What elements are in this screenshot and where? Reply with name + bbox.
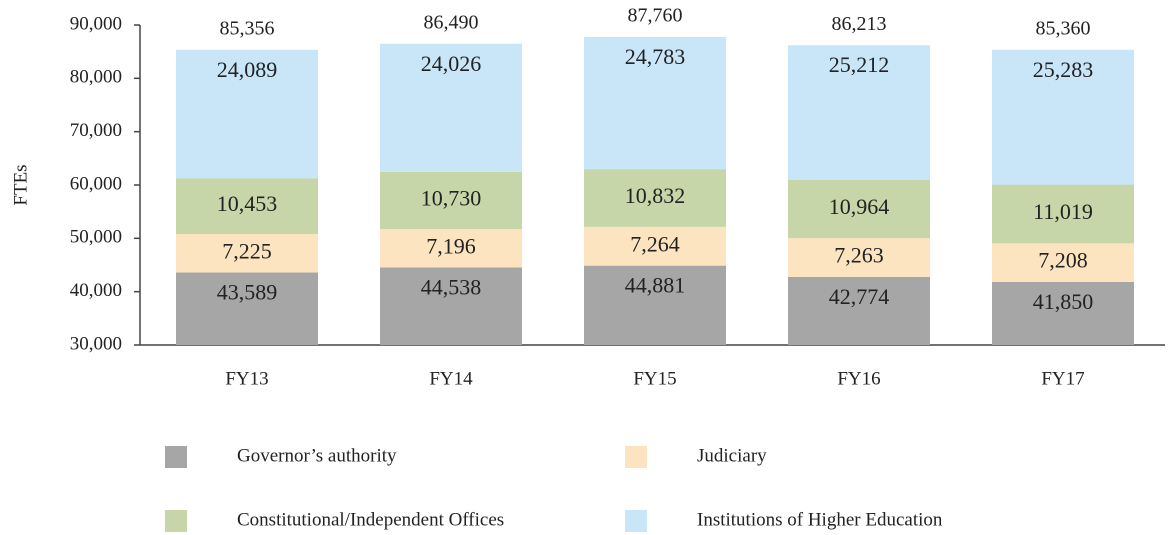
data-label: 24,089 [217, 57, 278, 82]
data-label: 43,589 [217, 280, 278, 305]
bar-segment [992, 49, 1134, 185]
total-label: 85,360 [1036, 17, 1091, 39]
bar-segment [380, 229, 522, 268]
data-label: 24,783 [625, 44, 686, 69]
data-label: 7,225 [222, 238, 272, 263]
y-tick-label: 30,000 [70, 333, 122, 354]
data-label: 7,264 [630, 231, 680, 256]
y-tick-label: 90,000 [70, 13, 122, 34]
bar-segment [176, 272, 318, 345]
bar-segment [788, 276, 930, 345]
bar-segment [584, 226, 726, 266]
x-tick-label: FY16 [837, 368, 880, 389]
bar-segment [380, 171, 522, 230]
data-label: 44,881 [625, 273, 686, 298]
y-tick-label: 50,000 [70, 227, 122, 248]
legend-label: Governor’s authority [237, 445, 397, 466]
x-tick-label: FY13 [225, 368, 268, 389]
bar-segment [992, 243, 1134, 282]
data-label: 24,026 [421, 51, 482, 76]
legend-swatch [165, 510, 187, 532]
legend-label: Institutions of Higher Education [697, 509, 943, 530]
data-label: 25,212 [829, 52, 890, 77]
bar-segment [788, 179, 930, 239]
total-label: 85,356 [220, 17, 275, 39]
bar-segment [176, 178, 318, 234]
data-label: 11,019 [1033, 199, 1093, 224]
y-tick-label: 70,000 [70, 120, 122, 141]
legend-label: Constitutional/Independent Offices [237, 509, 504, 530]
data-label: 25,283 [1033, 57, 1094, 82]
total-label: 87,760 [628, 5, 683, 27]
total-label: 86,490 [424, 11, 479, 33]
data-label: 7,196 [426, 233, 476, 258]
bar-segment [176, 49, 318, 179]
x-tick-label: FY17 [1041, 368, 1084, 389]
y-tick-label: 80,000 [70, 67, 122, 88]
x-tick-label: FY15 [633, 368, 676, 389]
legend-swatch [625, 446, 647, 468]
data-label: 7,263 [834, 243, 884, 268]
legend-swatch [165, 446, 187, 468]
data-label: 10,453 [217, 191, 278, 216]
bar-segment [380, 267, 522, 345]
y-tick-label: 40,000 [70, 280, 122, 301]
legend-swatch [625, 510, 647, 532]
data-label: 41,850 [1033, 289, 1094, 314]
bar-segment [992, 281, 1134, 345]
data-label: 10,730 [421, 186, 482, 211]
data-label: 42,774 [829, 284, 890, 309]
bar-segment [176, 233, 318, 273]
y-tick-label: 60,000 [70, 173, 122, 194]
bar-segment [584, 36, 726, 170]
bar-segment [380, 43, 522, 172]
x-tick-label: FY14 [429, 368, 473, 389]
data-label: 10,964 [829, 194, 890, 219]
bar-segment [992, 184, 1134, 244]
y-axis-label: FTEs [10, 164, 31, 205]
total-label: 86,213 [832, 13, 887, 35]
legend-label: Judiciary [697, 445, 767, 466]
data-label: 7,208 [1038, 248, 1088, 273]
data-label: 10,832 [625, 183, 686, 208]
bar-segment [584, 265, 726, 345]
bar-segment [584, 169, 726, 227]
bar-segment [788, 45, 930, 180]
data-label: 44,538 [421, 275, 482, 300]
bar-segment [788, 238, 930, 277]
